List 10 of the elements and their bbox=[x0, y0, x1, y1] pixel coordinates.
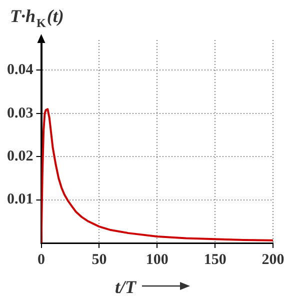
x-tick-label: 50 bbox=[92, 252, 107, 268]
y-tick-label: 0.04 bbox=[7, 62, 34, 78]
x-tick-label: 200 bbox=[262, 252, 284, 268]
x-tick-label: 100 bbox=[146, 252, 168, 268]
y-tick-label: 0.01 bbox=[7, 192, 34, 208]
y-tick-label: 0.03 bbox=[7, 105, 34, 122]
x-tick-label: 150 bbox=[204, 252, 226, 268]
x-axis-title: t/T bbox=[115, 277, 137, 297]
y-tick-label: 0.02 bbox=[7, 148, 34, 164]
x-tick-label: 0 bbox=[38, 252, 45, 268]
